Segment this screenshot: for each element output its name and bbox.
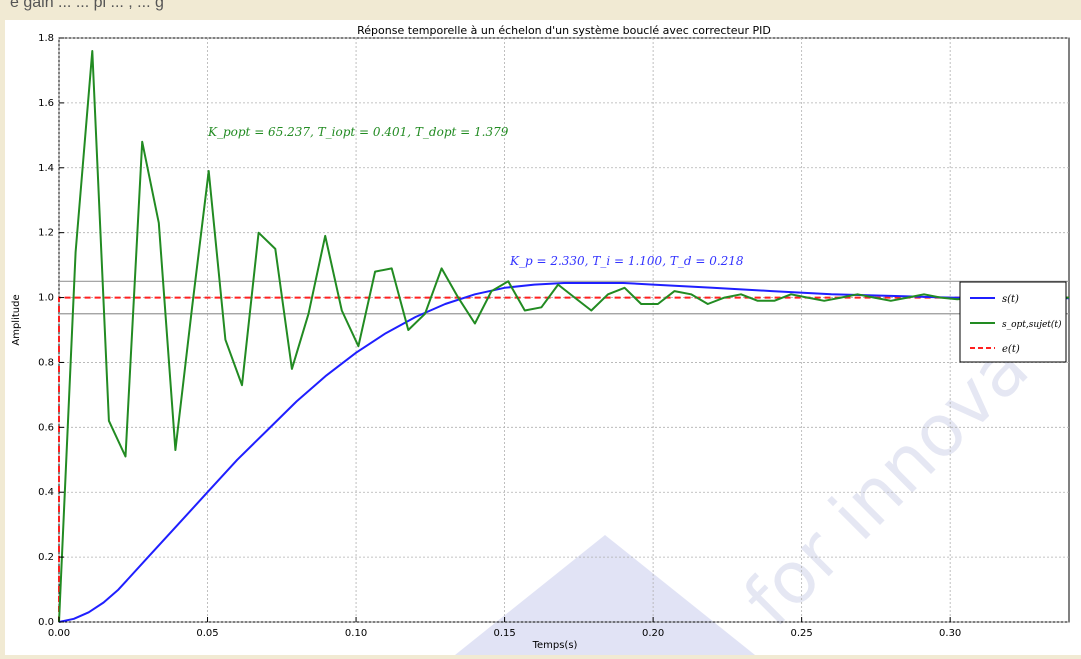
x-ticks: 0.00 0.05 0.10 0.15 0.20 0.25 0.30 xyxy=(48,617,961,639)
y-tick-label: 1.6 xyxy=(38,98,54,109)
legend-label-sopt: s_opt,sujet(t) xyxy=(1002,319,1062,330)
x-tick-label: 0.30 xyxy=(939,628,961,639)
legend-label-e: e(t) xyxy=(1002,344,1020,355)
x-axis-label: Temps(s) xyxy=(532,640,578,651)
chart-title: Réponse temporelle à un échelon d'un sys… xyxy=(357,24,771,37)
line-chart: for innova 0.00 0.05 0.10 0.15 0.20 0.25 0.30 … xyxy=(11,24,1070,655)
y-tick-label: 1.2 xyxy=(38,228,54,239)
y-tick-label: 0.6 xyxy=(38,422,54,433)
y-tick-label: 1.8 xyxy=(38,33,54,44)
chart-container: for innova 0.00 0.05 0.10 0.15 0.20 0.25 0.30 … xyxy=(5,20,1081,655)
watermark-triangle xyxy=(455,535,755,655)
legend-label-s: s(t) xyxy=(1002,294,1019,305)
y-tick-label: 0.8 xyxy=(38,357,54,368)
watermark-text: for innova xyxy=(728,325,1045,642)
x-tick-label: 0.20 xyxy=(642,628,664,639)
y-tick-label: 1.4 xyxy=(38,163,54,174)
legend: s(t) s_opt,sujet(t) e(t) xyxy=(959,281,1067,363)
series-line-0 xyxy=(58,282,1069,623)
cropped-text: ê gain ... ... pi ... , ... g xyxy=(10,0,164,11)
y-tick-label: 1.0 xyxy=(38,293,54,304)
x-tick-label: 0.10 xyxy=(345,628,367,639)
watermark: for innova xyxy=(455,325,1044,655)
y-tick-label: 0.4 xyxy=(38,487,54,498)
x-tick-label: 0.15 xyxy=(493,628,515,639)
y-axis-label: Amplitude xyxy=(11,294,22,345)
series-line-1 xyxy=(58,50,1069,623)
cropped-text-strip: ê gain ... ... pi ... , ... g xyxy=(0,0,1081,20)
grid xyxy=(58,37,1069,623)
reference-lines xyxy=(59,280,1069,315)
y-ticks: 0.0 0.2 0.4 0.6 0.8 1.0 1.2 1.4 1.6 1.8 xyxy=(38,33,64,628)
x-tick-label: 0.00 xyxy=(48,628,70,639)
y-tick-label: 0.0 xyxy=(38,617,54,628)
gains-annotation: K_p = 2.330, T_i = 1.100, T_d = 0.218 xyxy=(509,254,744,268)
x-tick-label: 0.25 xyxy=(791,628,813,639)
y-tick-label: 0.2 xyxy=(38,552,54,563)
optimal-gains-annotation: K_popt = 65.237, T_iopt = 0.401, T_dopt … xyxy=(207,125,509,139)
x-tick-label: 0.05 xyxy=(196,628,218,639)
